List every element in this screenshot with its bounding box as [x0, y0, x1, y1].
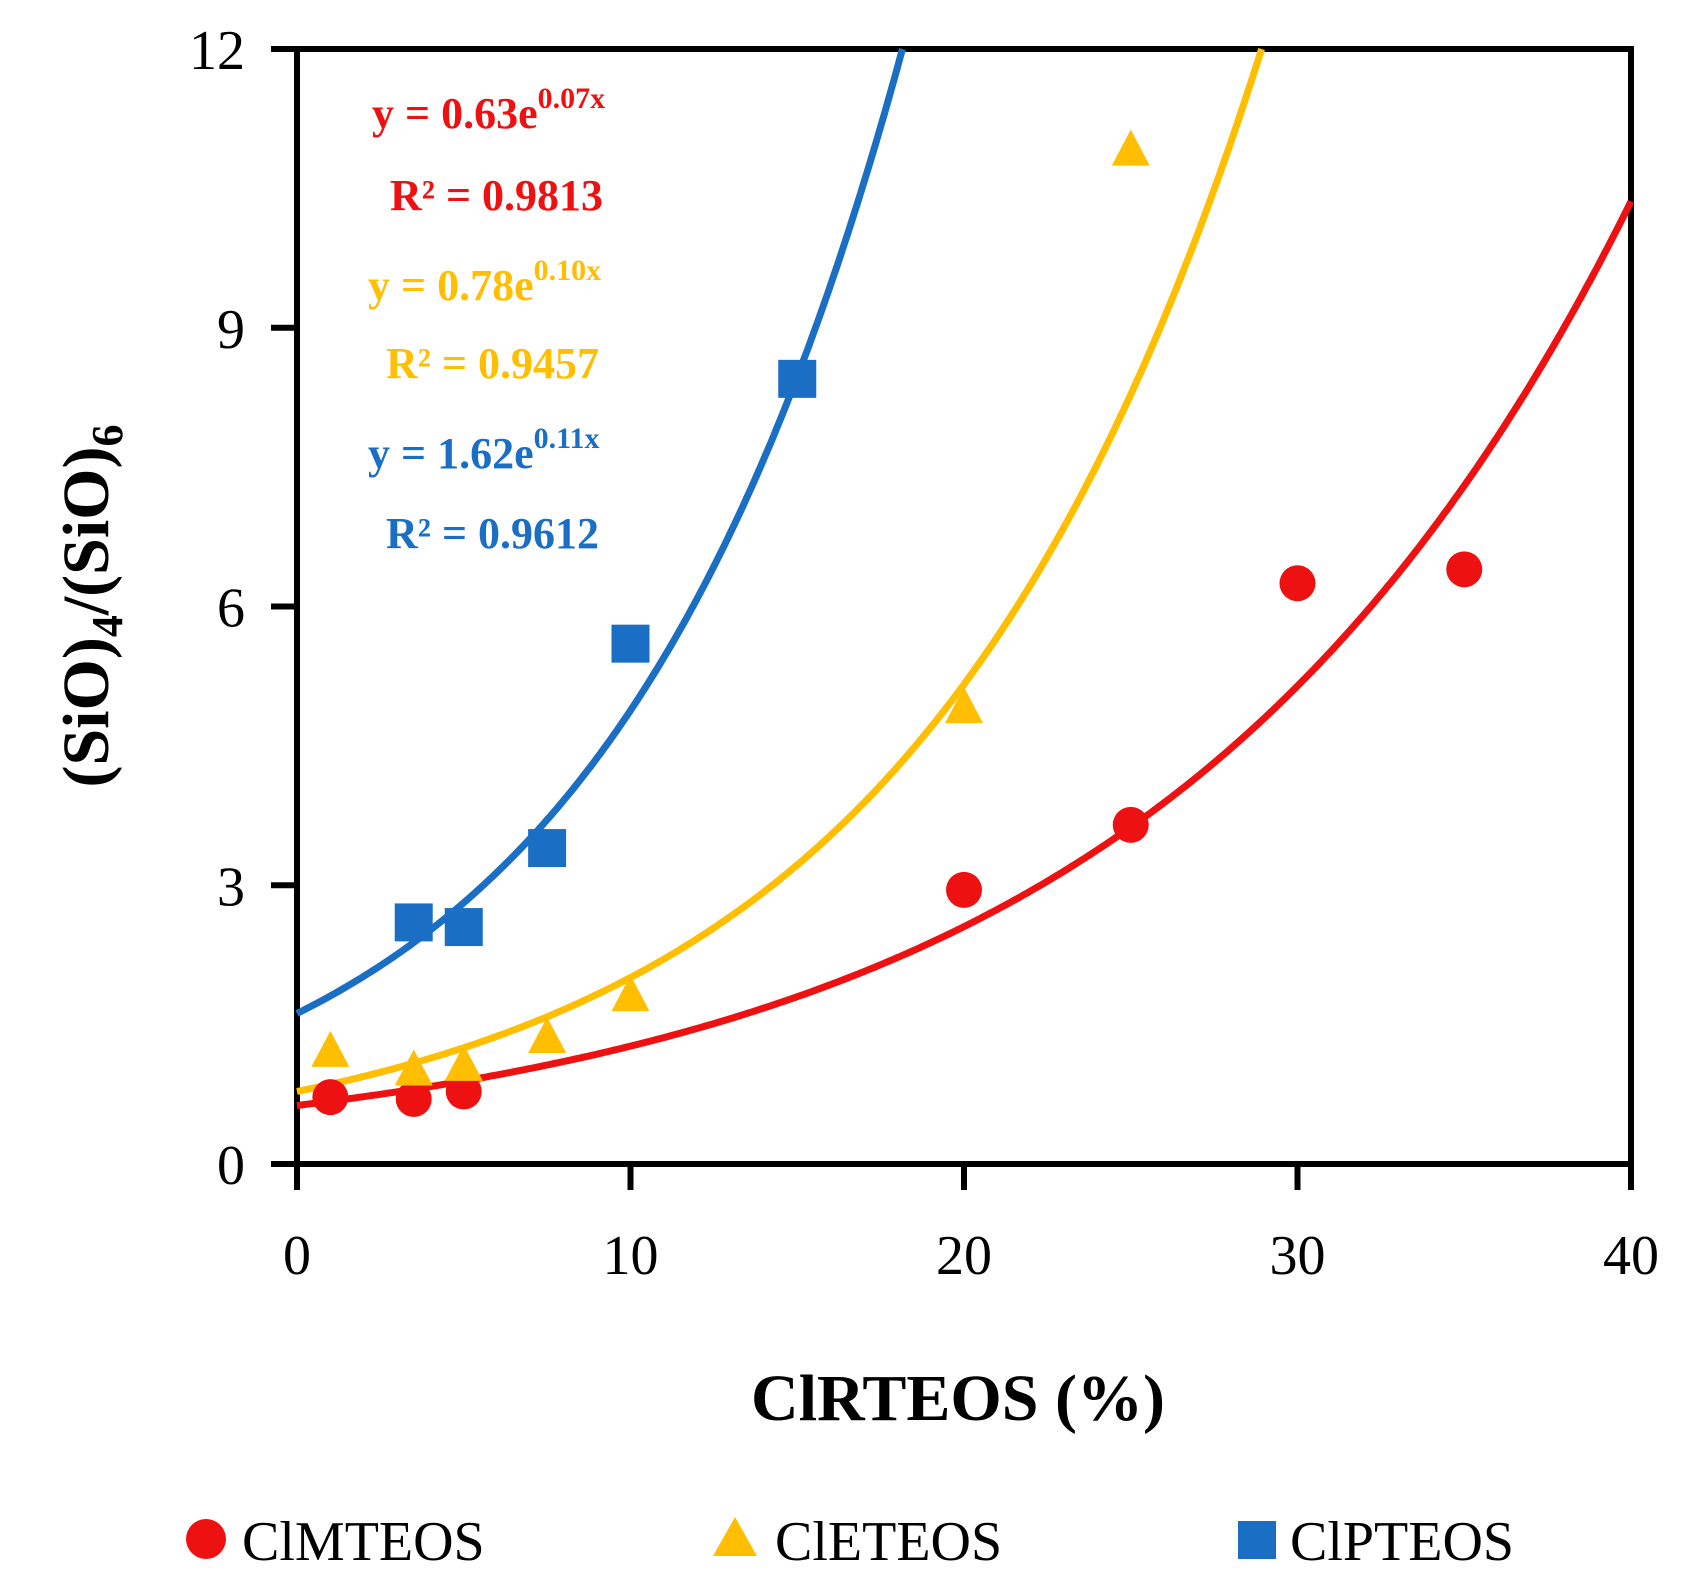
point-cleteos	[945, 687, 983, 724]
legend-marker-cleteos	[713, 1517, 757, 1556]
point-clmteos	[1446, 551, 1483, 588]
legend-marker-clmteos	[186, 1519, 226, 1559]
y-axis-title-sep: /(SiO)	[50, 446, 123, 616]
fit-r2-clmteos: R² = 0.9813	[390, 171, 603, 220]
point-clmteos	[312, 1079, 349, 1116]
legend-label-clpteos: ClPTEOS	[1290, 1511, 1514, 1573]
fit-curve-clmteos	[296, 199, 1635, 1109]
fit-equation-clpteos-exp: 0.11x	[534, 422, 600, 455]
point-cleteos	[444, 1044, 483, 1081]
point-cleteos	[611, 975, 650, 1012]
point-clmteos	[1279, 565, 1316, 602]
y-axis-title-main: (SiO)	[50, 637, 123, 787]
fit-equation-clmteos-main: y = 0.63e	[372, 89, 538, 138]
point-clmteos	[946, 871, 982, 908]
legend-marker-clpteos	[1238, 1521, 1276, 1559]
point-clmteos	[445, 1073, 482, 1110]
y-axis-title-sub2: 6	[83, 424, 132, 446]
axis-ticks: 0 10 20 30 40 0 3 6 9 12	[189, 20, 1659, 1287]
point-clmteos	[395, 1080, 432, 1117]
x-tick-label: 30	[1270, 1225, 1326, 1287]
point-cleteos	[528, 1016, 567, 1053]
y-tick-label: 9	[217, 299, 245, 361]
data-points	[311, 129, 1483, 1117]
point-clpteos	[394, 903, 433, 942]
y-tick-label: 12	[189, 20, 245, 82]
fit-r2-cleteos: R² = 0.9457	[386, 339, 599, 388]
fit-equation-clpteos-main: y = 1.62e	[368, 429, 534, 478]
legend: ClMTEOS ClETEOS ClPTEOS	[186, 1511, 1514, 1573]
y-tick-label: 0	[217, 1135, 245, 1197]
x-axis-title: ClRTEOS (%)	[751, 1362, 1165, 1435]
point-cleteos	[311, 1030, 350, 1067]
point-cleteos	[394, 1049, 433, 1086]
fit-equation-cleteos: y = 0.78e0.10x	[368, 254, 601, 310]
x-tick-label: 0	[283, 1225, 311, 1287]
fit-equation-clmteos-exp: 0.07x	[538, 82, 606, 115]
x-tick-label: 20	[936, 1225, 992, 1287]
point-clmteos	[1112, 806, 1149, 843]
y-tick-label: 3	[217, 856, 245, 918]
fit-equation-clpteos: y = 1.62e0.11x	[368, 422, 599, 478]
fit-equation-cleteos-main: y = 0.78e	[368, 261, 534, 310]
point-clpteos	[444, 908, 483, 947]
point-cleteos	[1111, 129, 1150, 166]
y-axis-title: (SiO)4/(SiO)6	[50, 424, 132, 787]
legend-label-cleteos: ClETEOS	[775, 1511, 1002, 1573]
x-tick-label: 40	[1603, 1225, 1659, 1287]
x-tick-label: 10	[603, 1225, 659, 1287]
point-clpteos	[778, 359, 817, 398]
fit-r2-clpteos: R² = 0.9612	[386, 509, 599, 558]
fit-equation-clmteos: y = 0.63e0.07x	[372, 82, 605, 138]
point-clpteos	[528, 829, 567, 868]
y-axis-title-sub1: 4	[83, 615, 132, 637]
y-tick-label: 6	[217, 578, 245, 640]
legend-label-clmteos: ClMTEOS	[242, 1511, 485, 1573]
fit-curve-cleteos	[296, 47, 1265, 1095]
point-clpteos	[611, 624, 650, 663]
fit-equation-cleteos-exp: 0.10x	[534, 254, 602, 287]
